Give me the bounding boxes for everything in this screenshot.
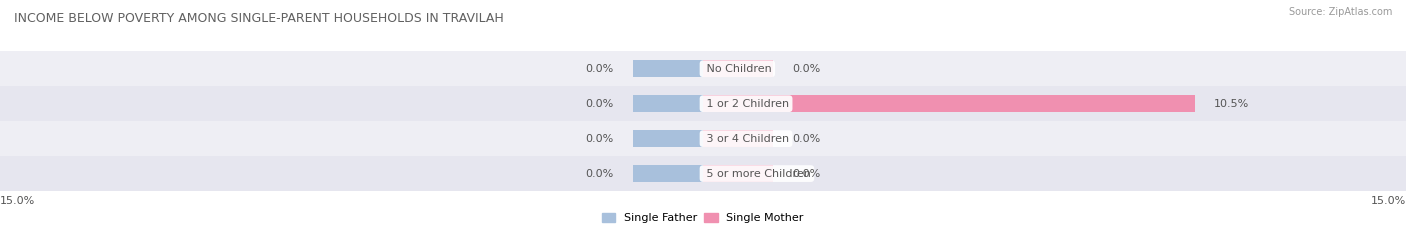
Text: 0.0%: 0.0% bbox=[586, 169, 614, 178]
Bar bbox=[0, 156, 703, 191]
Bar bbox=[703, 86, 1406, 121]
Bar bbox=[703, 130, 773, 147]
Bar bbox=[703, 165, 773, 182]
Text: 0.0%: 0.0% bbox=[792, 169, 820, 178]
Text: Source: ZipAtlas.com: Source: ZipAtlas.com bbox=[1288, 7, 1392, 17]
Text: 1 or 2 Children: 1 or 2 Children bbox=[703, 99, 789, 109]
Text: 5 or more Children: 5 or more Children bbox=[703, 169, 811, 178]
Bar bbox=[703, 156, 1406, 191]
Bar bbox=[703, 121, 1406, 156]
Bar bbox=[0, 121, 703, 156]
Bar bbox=[703, 60, 773, 77]
Text: No Children: No Children bbox=[703, 64, 772, 74]
Bar bbox=[0, 51, 703, 86]
Bar bbox=[633, 95, 703, 113]
Bar bbox=[633, 165, 703, 182]
Text: 15.0%: 15.0% bbox=[1371, 196, 1406, 206]
Legend: Single Father, Single Mother: Single Father, Single Mother bbox=[598, 208, 808, 227]
Text: 10.5%: 10.5% bbox=[1213, 99, 1249, 109]
Bar bbox=[703, 51, 1406, 86]
Text: 0.0%: 0.0% bbox=[586, 64, 614, 74]
Text: 0.0%: 0.0% bbox=[586, 134, 614, 144]
Text: 0.0%: 0.0% bbox=[792, 134, 820, 144]
Bar bbox=[703, 95, 1195, 113]
Bar bbox=[633, 60, 703, 77]
Text: 15.0%: 15.0% bbox=[0, 196, 35, 206]
Text: 3 or 4 Children: 3 or 4 Children bbox=[703, 134, 789, 144]
Bar bbox=[633, 130, 703, 147]
Text: 0.0%: 0.0% bbox=[792, 64, 820, 74]
Text: 0.0%: 0.0% bbox=[586, 99, 614, 109]
Text: INCOME BELOW POVERTY AMONG SINGLE-PARENT HOUSEHOLDS IN TRAVILAH: INCOME BELOW POVERTY AMONG SINGLE-PARENT… bbox=[14, 12, 503, 25]
Bar bbox=[0, 86, 703, 121]
